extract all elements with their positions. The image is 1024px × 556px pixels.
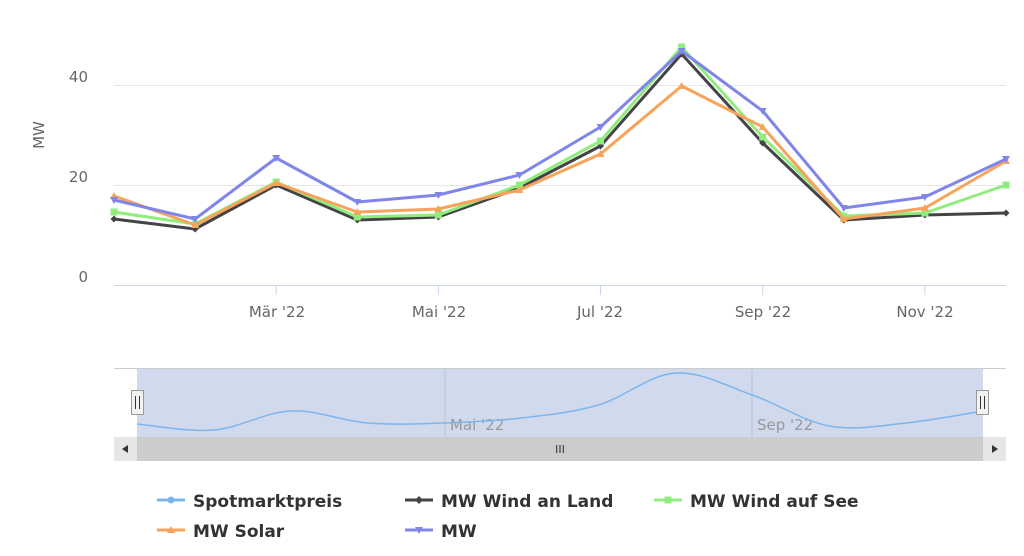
x-tick-label: Sep '22 bbox=[735, 303, 791, 321]
y-axis-title: MW bbox=[30, 121, 48, 149]
data-point[interactable] bbox=[1002, 209, 1010, 217]
legend-item-mw[interactable]: MW bbox=[405, 522, 477, 542]
data-point[interactable] bbox=[920, 194, 929, 201]
diamond-marker-icon bbox=[415, 496, 423, 504]
legend-item-mw-wind-auf-see[interactable]: MW Wind auf See bbox=[654, 492, 859, 512]
scrollbar[interactable]: III bbox=[114, 437, 1006, 461]
legend-label: Spotmarktpreis bbox=[193, 492, 342, 512]
legend-item-mw-solar[interactable]: MW Solar bbox=[157, 522, 285, 542]
x-tick-label: Mai '22 bbox=[412, 303, 466, 321]
legend-item-mw-wind-an-land[interactable]: MW Wind an Land bbox=[405, 492, 613, 512]
data-point[interactable] bbox=[839, 215, 848, 222]
navigator-label: Mai '22 bbox=[450, 416, 504, 434]
data-point[interactable] bbox=[758, 123, 767, 130]
data-point[interactable] bbox=[678, 43, 686, 51]
series-line bbox=[113, 49, 1007, 221]
navigator-label: Sep '22 bbox=[757, 416, 813, 434]
data-point[interactable] bbox=[110, 215, 118, 223]
series-line bbox=[113, 84, 1007, 227]
navigator-mask[interactable] bbox=[137, 369, 983, 437]
data-point[interactable] bbox=[353, 208, 362, 215]
data-point[interactable] bbox=[1002, 156, 1010, 163]
triangle-down-marker-icon bbox=[415, 527, 423, 534]
square-marker-icon bbox=[664, 496, 672, 504]
data-point[interactable] bbox=[759, 133, 767, 141]
legend-label: MW Wind auf See bbox=[690, 492, 859, 512]
gridlines bbox=[114, 85, 1006, 295]
data-point[interactable] bbox=[353, 199, 362, 206]
data-point[interactable] bbox=[515, 172, 524, 179]
scrollbar-grip: III bbox=[555, 443, 565, 456]
data-point[interactable] bbox=[677, 82, 686, 89]
data-point[interactable] bbox=[677, 48, 686, 55]
series-line bbox=[113, 52, 1007, 231]
legend-item-spotmarktpreis[interactable]: Spotmarktpreis bbox=[157, 492, 342, 512]
legend-label: MW Wind an Land bbox=[441, 492, 613, 512]
y-tick-label: 0 bbox=[78, 268, 88, 286]
data-point[interactable] bbox=[110, 208, 118, 216]
legend: Spotmarktpreis MW Wind an Land MW Wind a… bbox=[157, 492, 859, 542]
navigator-handle-left[interactable] bbox=[131, 390, 144, 415]
data-point[interactable] bbox=[110, 197, 118, 204]
data-point[interactable] bbox=[758, 108, 767, 115]
y-tick-label: 40 bbox=[69, 68, 88, 86]
series-mw-solar bbox=[110, 82, 1010, 228]
data-point[interactable] bbox=[596, 150, 605, 157]
y-axis-ticks: 40 20 0 bbox=[69, 68, 88, 286]
data-point[interactable] bbox=[597, 137, 605, 145]
scroll-right-button[interactable] bbox=[983, 437, 1006, 461]
scrollbar-thumb[interactable] bbox=[137, 437, 983, 461]
arrow-right-icon bbox=[992, 445, 998, 453]
data-point[interactable] bbox=[434, 211, 442, 219]
data-point[interactable] bbox=[434, 192, 443, 199]
triangle-marker-icon bbox=[167, 526, 175, 533]
navigator[interactable]: Mai '22 Sep '22 bbox=[114, 368, 1006, 438]
data-point[interactable] bbox=[759, 139, 767, 147]
navigator-series-spotmarktpreis bbox=[136, 372, 984, 432]
data-point[interactable] bbox=[353, 213, 361, 221]
data-point[interactable] bbox=[191, 216, 200, 223]
navigator-handle-right[interactable] bbox=[976, 390, 989, 415]
x-tick-label: Jul '22 bbox=[576, 303, 623, 321]
data-point[interactable] bbox=[191, 221, 200, 228]
data-point[interactable] bbox=[272, 179, 281, 186]
arrow-left-icon bbox=[122, 445, 128, 453]
x-tick-label: Nov '22 bbox=[896, 303, 953, 321]
series-mw bbox=[110, 48, 1010, 223]
data-point[interactable] bbox=[920, 204, 929, 211]
data-point[interactable] bbox=[434, 205, 443, 212]
y-tick-label: 20 bbox=[69, 168, 88, 186]
data-point[interactable] bbox=[515, 181, 523, 189]
x-tick-label: Mär '22 bbox=[249, 303, 305, 321]
plot-area bbox=[110, 43, 1010, 233]
circle-marker-icon bbox=[167, 496, 175, 504]
data-point[interactable] bbox=[839, 205, 848, 212]
scroll-left-button[interactable] bbox=[114, 437, 137, 461]
data-point[interactable] bbox=[272, 155, 281, 162]
data-point[interactable] bbox=[1002, 181, 1010, 189]
data-point[interactable] bbox=[921, 209, 929, 217]
x-axis-ticks: Mär '22 Mai '22 Jul '22 Sep '22 Nov '22 bbox=[249, 303, 954, 321]
legend-label: MW bbox=[441, 522, 477, 542]
data-point[interactable] bbox=[515, 186, 524, 193]
legend-label: MW Solar bbox=[193, 522, 285, 542]
data-point[interactable] bbox=[596, 124, 605, 131]
